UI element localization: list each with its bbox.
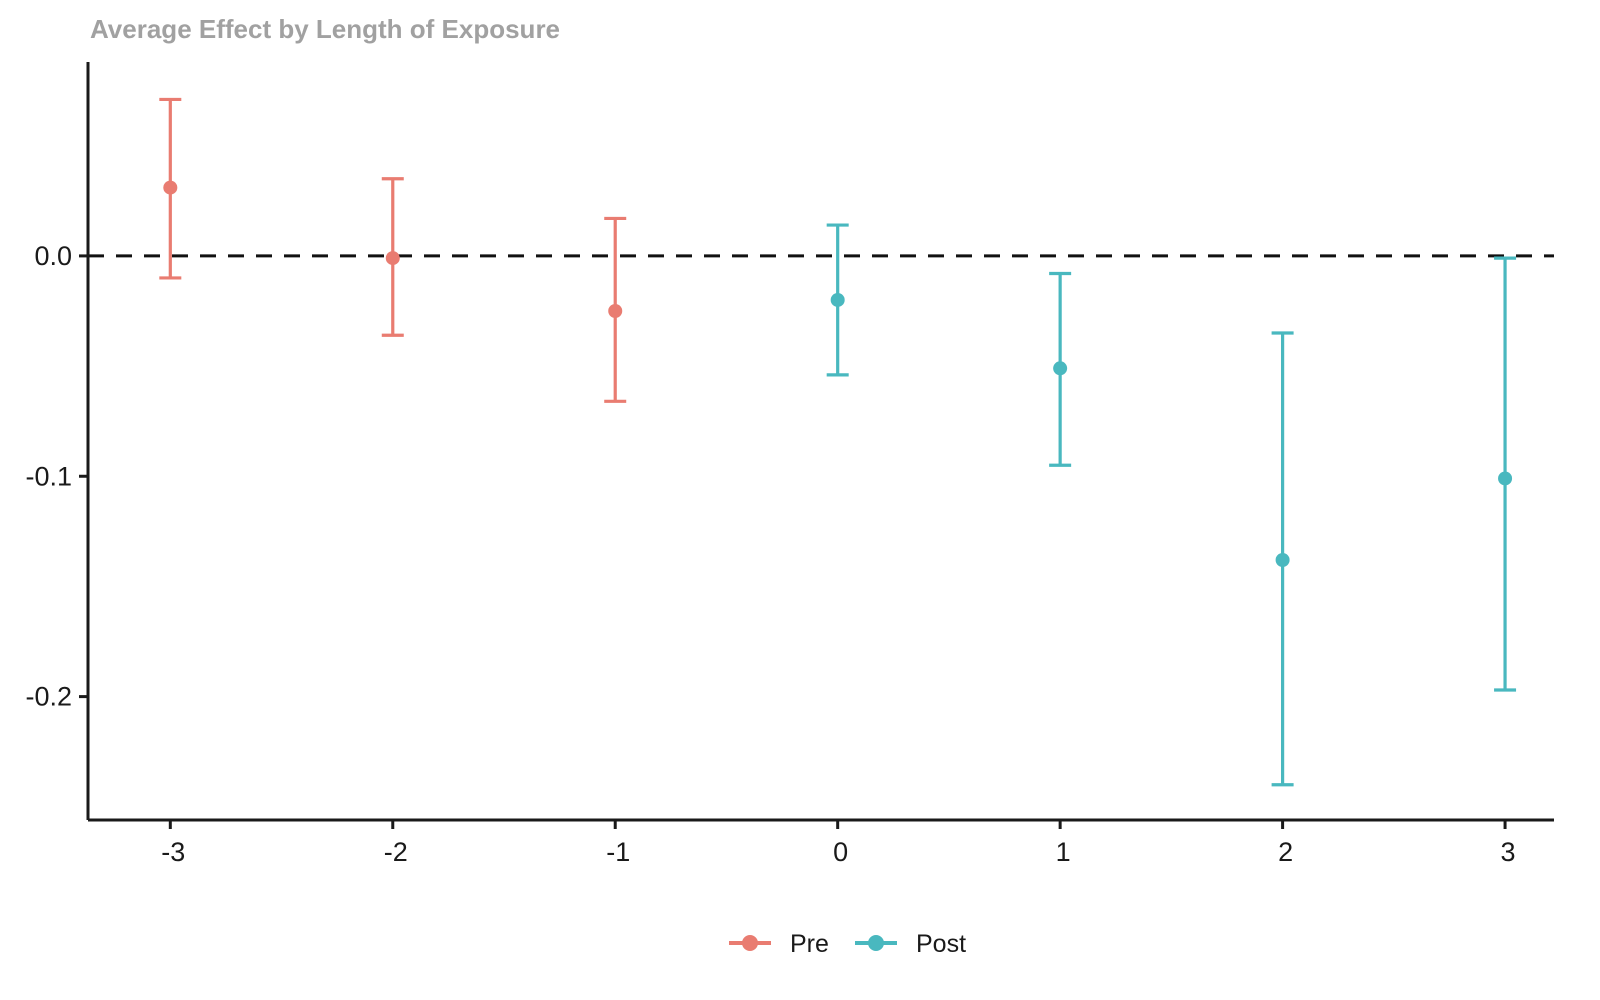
- x-tick-label: -3: [161, 837, 185, 867]
- x-tick-label: 1: [1056, 837, 1071, 867]
- x-tick-label: -1: [606, 837, 630, 867]
- x-tick-label: 2: [1278, 837, 1293, 867]
- y-tick-label: -0.2: [25, 682, 72, 712]
- data-point: [1498, 471, 1513, 486]
- data-point: [385, 251, 400, 266]
- legend-key-dot: [868, 935, 884, 951]
- data-point: [608, 303, 623, 318]
- y-tick-label: 0.0: [34, 241, 72, 271]
- x-tick-label: -2: [384, 837, 408, 867]
- data-point: [830, 292, 845, 307]
- chart-title: Average Effect by Length of Exposure: [90, 14, 560, 44]
- legend-label: Pre: [790, 930, 829, 958]
- legend-key-dot: [742, 935, 758, 951]
- data-point: [1275, 552, 1290, 567]
- data-point: [163, 180, 178, 195]
- y-tick-label: -0.1: [25, 461, 72, 491]
- x-tick-label: 0: [833, 837, 848, 867]
- data-point: [1053, 361, 1068, 376]
- legend-label: Post: [916, 930, 966, 958]
- x-tick-label: 3: [1501, 837, 1516, 867]
